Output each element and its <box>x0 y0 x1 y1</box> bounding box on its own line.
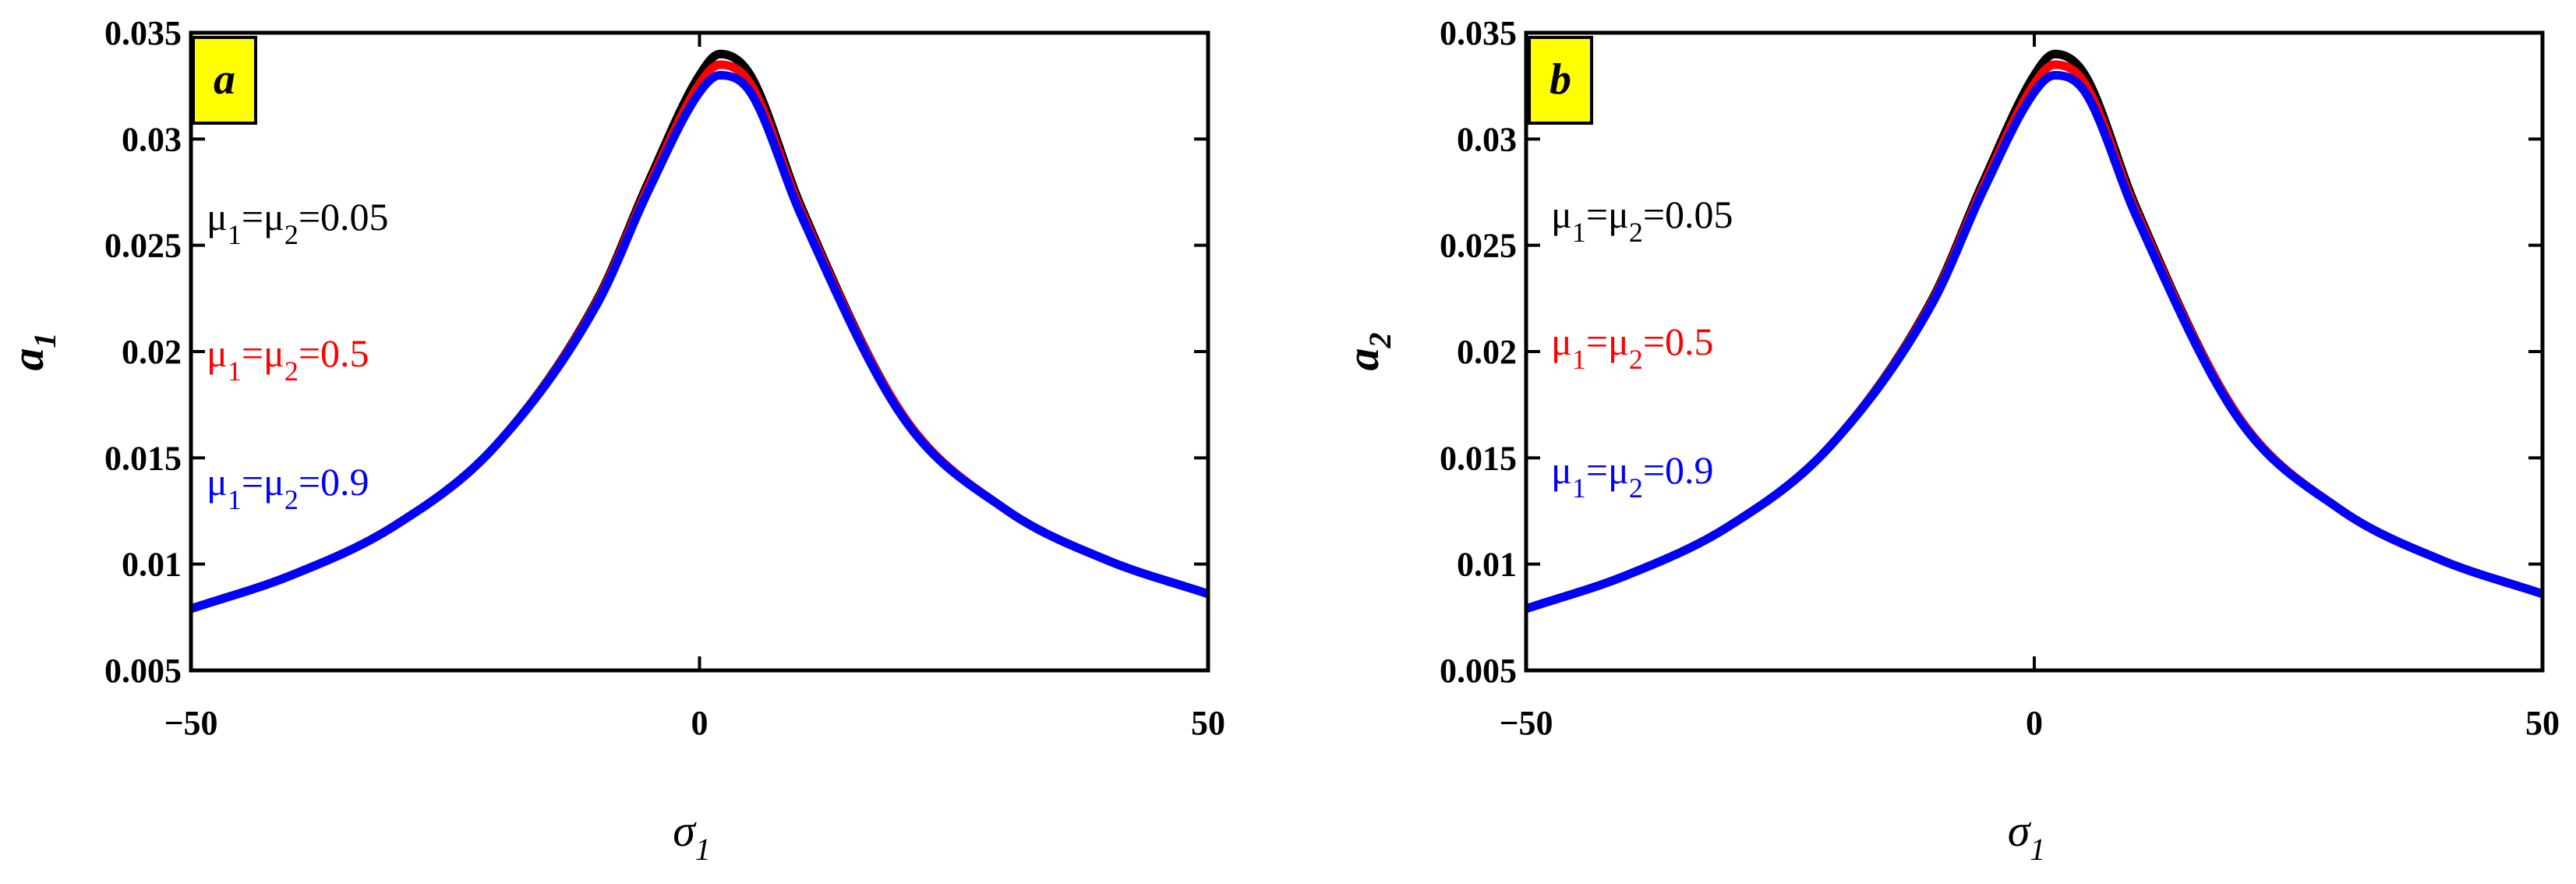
y-tick-label: 0.005 <box>1440 652 1517 690</box>
y-tick-label: 0.03 <box>122 120 182 158</box>
y-tick-label: 0.01 <box>122 546 182 584</box>
y-tick-label: 0.02 <box>1457 333 1517 371</box>
y-tick-label: 0.005 <box>104 652 182 690</box>
y-tick-label: 0.025 <box>104 227 182 265</box>
y-tick-label: 0.015 <box>104 439 182 477</box>
y-axis-title: a1 <box>2 333 62 371</box>
series-label-3: μ1=μ2=0.9 <box>207 460 369 515</box>
x-tick-label: 50 <box>1191 704 1225 742</box>
chart-panel-b: 0.005 0.01 0.015 0.02 0.025 0.03 0.035 −50 0 50 σ1… <box>1337 14 2560 867</box>
y-tick-label: 0.015 <box>1440 439 1517 477</box>
x-axis-title: σ1 <box>2008 805 2046 867</box>
series-label-1: μ1=μ2=0.05 <box>207 195 389 250</box>
series-line-3 <box>1524 71 2545 613</box>
series-line-3 <box>189 71 1210 613</box>
y-tick-label: 0.03 <box>1457 120 1517 158</box>
y-tick-label: 0.035 <box>1440 14 1517 52</box>
y-tick-label: 0.025 <box>1440 227 1517 265</box>
panel-label-box <box>192 36 257 125</box>
x-tick-label: 50 <box>2525 704 2560 742</box>
panel-label-box <box>1528 36 1593 125</box>
series-label-2: μ1=μ2=0.5 <box>207 331 369 387</box>
y-axis-title: a2 <box>1337 333 1398 371</box>
series-label-1: μ1=μ2=0.05 <box>1551 193 1733 248</box>
x-axis-title: σ1 <box>673 805 711 867</box>
panel-label: a <box>214 55 235 104</box>
x-tick-label: −50 <box>164 704 217 742</box>
x-tick-label: 0 <box>691 704 708 742</box>
series-label-3: μ1=μ2=0.9 <box>1551 448 1714 504</box>
series-label-2: μ1=μ2=0.5 <box>1551 320 1714 375</box>
x-tick-label: 0 <box>2026 704 2043 742</box>
panel-label: b <box>1549 55 1571 104</box>
chart-panel-a: 0.005 0.01 0.015 0.02 0.025 0.03 0.035 −50 0 50 σ1… <box>2 14 1225 867</box>
y-tick-label: 0.035 <box>104 14 182 52</box>
x-tick-label: −50 <box>1499 704 1553 742</box>
y-tick-label: 0.01 <box>1457 546 1517 584</box>
y-tick-label: 0.02 <box>122 333 182 371</box>
